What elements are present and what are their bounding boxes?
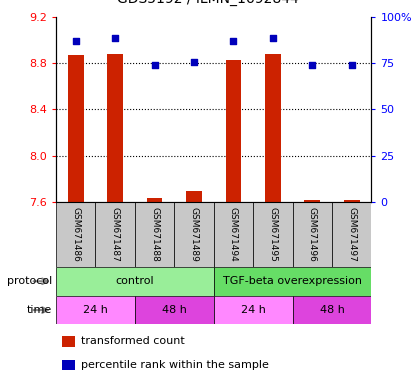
- Text: GSM671494: GSM671494: [229, 207, 238, 262]
- Bar: [107, 54, 123, 202]
- Bar: [253, 202, 293, 267]
- Bar: [174, 202, 214, 267]
- Text: GSM671497: GSM671497: [347, 207, 356, 262]
- Text: protocol: protocol: [7, 276, 52, 286]
- Bar: [147, 198, 163, 202]
- Bar: [332, 202, 371, 267]
- Point: [190, 58, 198, 65]
- Point: [270, 35, 276, 41]
- Text: control: control: [115, 276, 154, 286]
- Text: 24 h: 24 h: [83, 305, 108, 315]
- Bar: [68, 55, 83, 202]
- Bar: [344, 200, 360, 202]
- Bar: [135, 202, 174, 267]
- Bar: [305, 200, 320, 202]
- Text: GSM671487: GSM671487: [111, 207, 120, 262]
- Text: GSM671496: GSM671496: [308, 207, 317, 262]
- Text: GSM671488: GSM671488: [150, 207, 159, 262]
- Bar: [56, 267, 214, 296]
- Text: time: time: [27, 305, 52, 315]
- Bar: [226, 60, 242, 202]
- Bar: [214, 202, 253, 267]
- Bar: [293, 296, 371, 324]
- Text: percentile rank within the sample: percentile rank within the sample: [81, 360, 269, 370]
- Text: GDS5192 / ILMN_1692844: GDS5192 / ILMN_1692844: [117, 0, 298, 6]
- Bar: [186, 191, 202, 202]
- Text: GSM671495: GSM671495: [269, 207, 277, 262]
- Point: [112, 35, 119, 41]
- Bar: [214, 296, 293, 324]
- Bar: [95, 202, 135, 267]
- Text: GSM671489: GSM671489: [190, 207, 198, 262]
- Point: [309, 62, 315, 68]
- Bar: [56, 202, 95, 267]
- Text: transformed count: transformed count: [81, 336, 185, 346]
- Bar: [135, 296, 214, 324]
- Bar: [62, 336, 75, 347]
- Text: GSM671486: GSM671486: [71, 207, 80, 262]
- Text: 48 h: 48 h: [320, 305, 344, 315]
- Point: [151, 62, 158, 68]
- Bar: [293, 202, 332, 267]
- Bar: [62, 360, 75, 371]
- Text: TGF-beta overexpression: TGF-beta overexpression: [223, 276, 362, 286]
- Bar: [56, 296, 135, 324]
- Point: [349, 62, 355, 68]
- Point: [230, 38, 237, 44]
- Bar: [265, 54, 281, 202]
- Text: 48 h: 48 h: [162, 305, 187, 315]
- Point: [73, 38, 79, 44]
- Bar: [214, 267, 371, 296]
- Text: 24 h: 24 h: [241, 305, 266, 315]
